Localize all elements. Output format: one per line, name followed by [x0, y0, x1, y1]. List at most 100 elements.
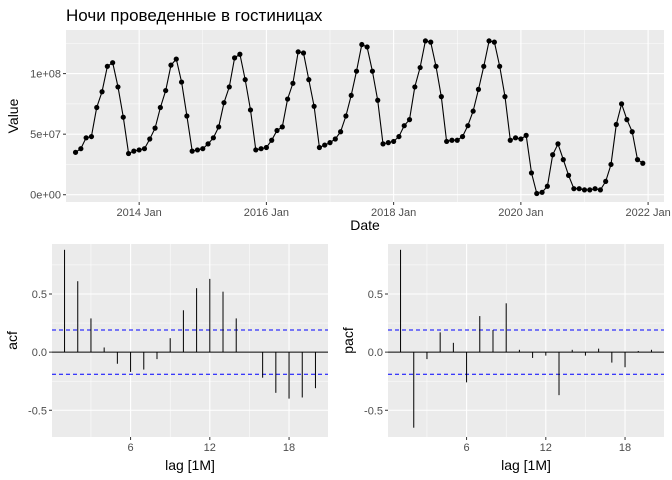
data-point	[624, 117, 630, 123]
data-point	[163, 87, 169, 94]
y-tick-label: 0e+00	[30, 190, 61, 202]
data-point	[99, 89, 105, 95]
data-point	[544, 183, 550, 189]
data-point	[449, 137, 455, 143]
plot-panel	[388, 244, 664, 437]
data-point	[380, 141, 386, 147]
data-point	[438, 94, 444, 100]
y-tick-label: 0.0	[368, 347, 383, 359]
data-point	[470, 108, 476, 114]
data-point	[459, 133, 466, 140]
data-point	[322, 142, 328, 148]
data-point	[507, 137, 513, 143]
data-point	[433, 63, 439, 69]
x-tick-label: 12	[204, 442, 216, 454]
data-point	[576, 186, 582, 192]
data-point	[263, 144, 269, 151]
pacf-plot: -0.5 0.0 0.5 6 12 18 lag [1M] pacf	[340, 244, 664, 473]
x-tick-label: 2014 Jan	[117, 207, 162, 219]
data-point	[173, 56, 179, 62]
data-point	[512, 135, 519, 141]
data-point	[178, 79, 185, 85]
data-point	[592, 186, 598, 192]
x-tick-label: 2016 Jan	[244, 207, 289, 219]
data-point	[528, 170, 535, 176]
data-point	[141, 146, 148, 152]
data-point	[497, 63, 503, 69]
data-point	[571, 186, 577, 192]
data-point	[110, 60, 116, 66]
data-point	[184, 113, 190, 119]
data-point	[406, 117, 413, 123]
data-point	[629, 129, 635, 135]
data-point	[343, 113, 349, 119]
data-point	[88, 133, 95, 140]
data-point	[401, 123, 407, 129]
data-point	[640, 160, 646, 166]
data-point	[597, 187, 603, 193]
data-point	[587, 187, 593, 193]
data-point	[396, 133, 402, 140]
data-point	[237, 51, 243, 57]
x-tick-label: 18	[283, 442, 295, 454]
data-point	[231, 55, 238, 61]
x-axis-label: Date	[350, 217, 380, 233]
x-tick-label: 2018 Jan	[371, 207, 416, 219]
data-point	[338, 129, 344, 135]
data-point	[534, 190, 540, 197]
x-axis-label: lag [1M]	[165, 457, 215, 473]
data-point	[125, 150, 132, 157]
data-point	[327, 140, 333, 146]
data-point	[210, 135, 216, 141]
x-tick-label: 2022 Jan	[625, 207, 670, 219]
data-point	[412, 84, 418, 90]
data-point	[565, 172, 572, 178]
data-point	[226, 84, 232, 90]
data-point	[364, 44, 370, 50]
data-point	[258, 146, 264, 152]
data-point	[120, 114, 126, 120]
data-point	[269, 137, 275, 143]
data-point	[353, 68, 360, 74]
data-point	[247, 107, 254, 113]
x-axis-label: lag [1M]	[501, 457, 551, 473]
data-point	[560, 157, 566, 163]
data-point	[613, 121, 619, 128]
data-point	[216, 124, 222, 130]
data-point	[104, 63, 110, 69]
data-point	[131, 148, 137, 154]
data-point	[608, 161, 614, 168]
data-point	[189, 148, 195, 154]
time-series-plot: 0e+00 5e+07 1e+08 2014 Jan 2016 Jan 2018 Jan 2…	[5, 30, 671, 233]
data-point	[205, 141, 211, 147]
data-point	[300, 50, 307, 56]
y-tick-label: 0.0	[32, 347, 47, 359]
data-point	[523, 132, 529, 138]
data-point	[147, 136, 153, 142]
data-point	[274, 127, 280, 134]
data-point	[311, 103, 317, 109]
data-point	[306, 77, 312, 83]
y-tick-label: 0.5	[32, 289, 47, 301]
data-point	[316, 144, 323, 151]
y-axis-label: Value	[5, 98, 21, 133]
data-point	[359, 41, 365, 48]
y-tick-label: 1e+08	[30, 69, 61, 81]
y-axis-label: pacf	[340, 327, 356, 354]
data-point	[518, 136, 524, 142]
data-point	[550, 152, 556, 158]
data-point	[369, 68, 376, 74]
data-point	[194, 147, 201, 153]
data-point	[422, 38, 429, 44]
data-point	[290, 80, 296, 86]
data-point	[332, 136, 338, 142]
data-point	[454, 137, 460, 143]
data-point	[465, 123, 471, 129]
data-point	[618, 101, 625, 107]
data-point	[539, 189, 545, 195]
data-point	[391, 138, 397, 145]
data-point	[491, 39, 497, 45]
data-point	[83, 135, 89, 141]
data-point	[94, 104, 100, 111]
y-tick-label: 0.5	[368, 289, 383, 301]
